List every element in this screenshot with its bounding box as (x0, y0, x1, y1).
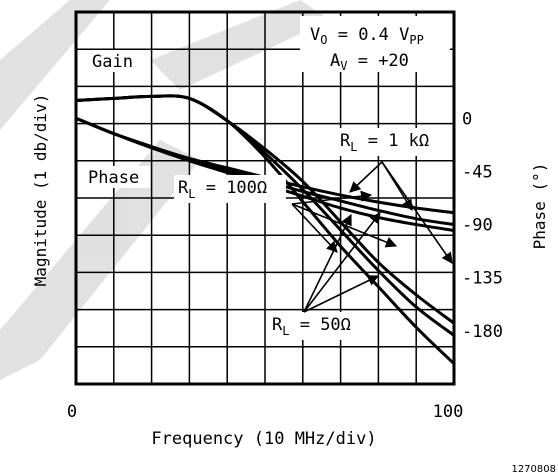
plot-frame (74, 10, 456, 386)
x-axis-label: Frequency (10 MHz/div) (151, 429, 376, 449)
figure-id: 1270808 (511, 464, 556, 475)
phase-tick-label: -90 (462, 216, 493, 236)
rl-50-label: RL = 50Ω (272, 315, 351, 338)
annotation-arrow (381, 161, 453, 264)
condition-av: AV = +20 (330, 51, 409, 73)
annotation-arrow (349, 161, 383, 193)
x-tick-labels: 0 100 (67, 402, 463, 422)
gain-label-bg (88, 50, 150, 72)
rl-1k-label-bg (336, 128, 440, 156)
x-tick-label: 100 (433, 402, 464, 422)
gain-label: Gain (92, 52, 133, 72)
condition-vo: VO = 0.4 VPP (310, 25, 424, 47)
phase-tick-label: -45 (462, 162, 493, 182)
annotation-arrows (291, 161, 453, 313)
rl-100-label: RL = 100Ω (178, 178, 267, 201)
annotation-arrow (291, 190, 373, 205)
annotation-arrow (291, 203, 338, 253)
y-axis-left-label: Magnitude (1 db/div) (31, 94, 50, 287)
phase-tick-label: -180 (462, 322, 503, 342)
phase-tick-label: 0 (462, 109, 472, 129)
rl-100-label-bg (174, 175, 286, 203)
annotation-arrow (303, 212, 381, 313)
gain-curve-50 (74, 94, 456, 366)
y-axis-right-label: Phase (°) (530, 163, 549, 250)
phase-tick-label: -135 (462, 269, 503, 289)
annotation-arrow (303, 275, 380, 313)
rl-1k-label: RL = 1 kΩ (340, 131, 429, 154)
conditions-box (300, 16, 450, 72)
phase-tick-labels: 0 -45 -90 -135 -180 (462, 109, 503, 342)
x-tick-label: 0 (67, 402, 77, 422)
watermark (0, 0, 330, 380)
phase-label-bg (84, 166, 150, 188)
rl-50-label-bg (268, 312, 374, 340)
phase-label: Phase (88, 168, 139, 188)
annotation-arrow (303, 213, 352, 313)
